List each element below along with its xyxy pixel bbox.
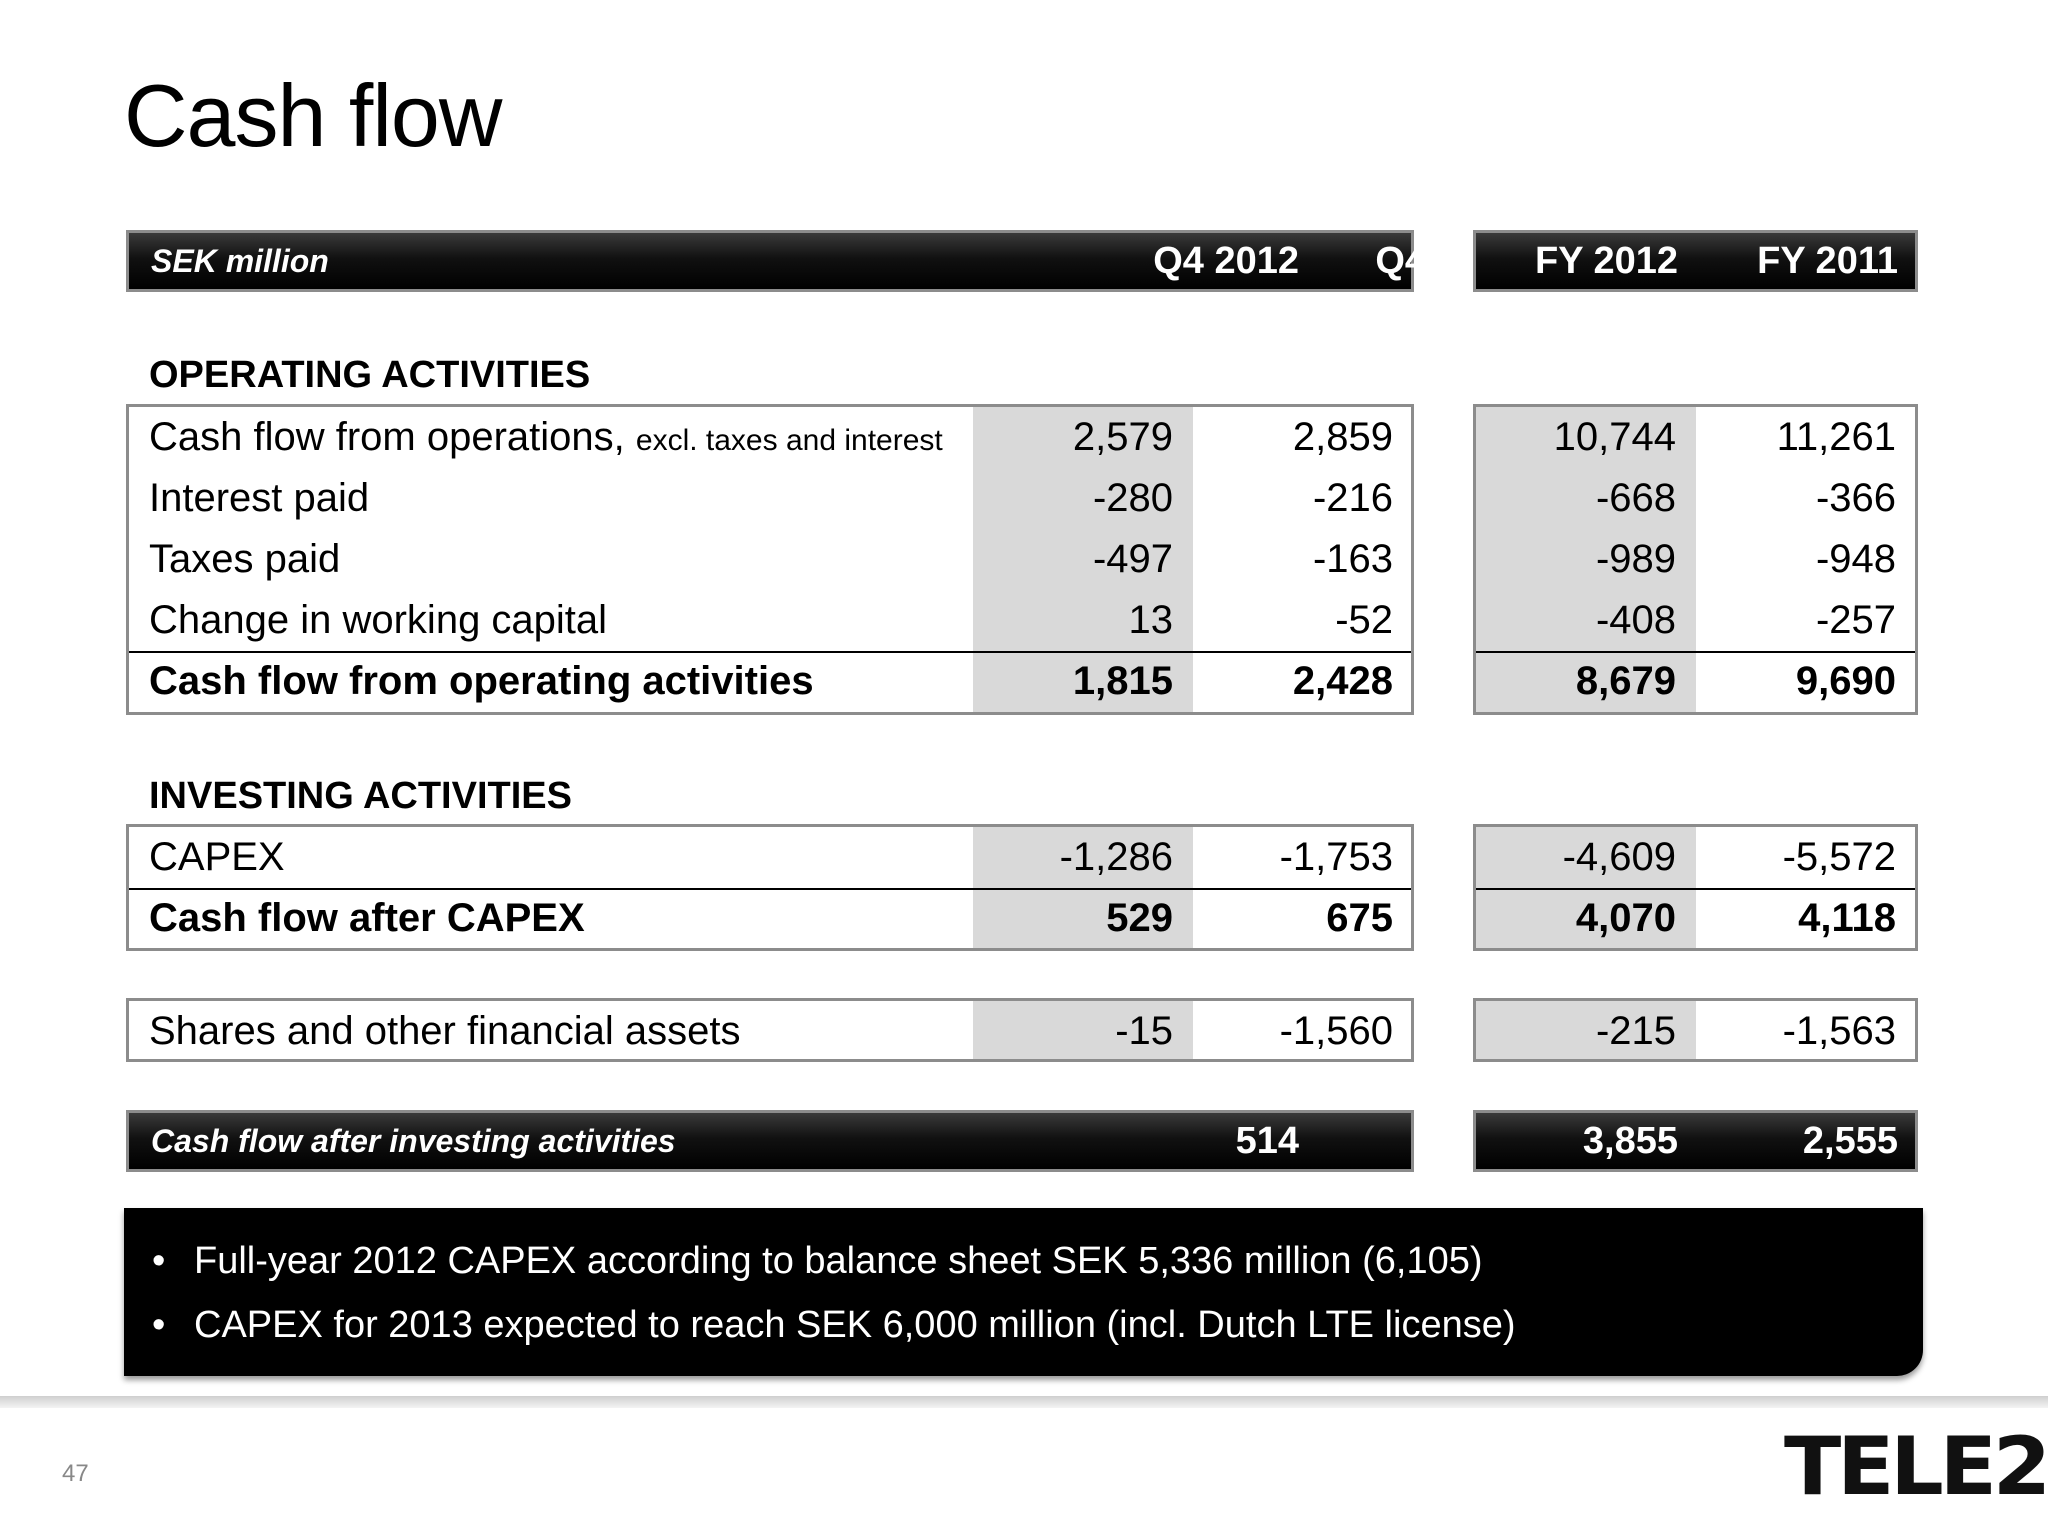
table-row-total: 4,070 4,118 [1476,888,1915,951]
table-row: Shares and other financial assets -15 -1… [129,1001,1411,1062]
cell-value: -52 [1335,598,1393,642]
table-row: -989 -948 [1476,529,1915,590]
table-row: CAPEX -1,286 -1,753 [129,827,1411,888]
row-label: CAPEX [149,835,285,879]
investing-table-fy: -4,609 -5,572 4,070 4,118 [1473,824,1918,951]
tele2-logo: TELE2 [1784,1420,2048,1513]
cell-value: -989 [1595,537,1676,581]
total-label: Cash flow after investing activities [151,1123,676,1159]
table-row-total: Cash flow after CAPEX 529 675 [129,888,1411,951]
cell-value: 4,070 [1575,896,1676,940]
cell-value: -4,609 [1562,835,1676,879]
cell-value: -5,572 [1782,835,1896,879]
unit-label: SEK million [151,243,329,279]
page-title: Cash flow [124,66,502,165]
cell-value: 8,679 [1575,659,1676,703]
cell-value: -885 [1189,1113,1519,1169]
col-header-q4-2012: Q4 2012 [1153,240,1299,282]
table-row: Cash flow from operations, excl. taxes a… [129,407,1411,468]
cell-value: -1,560 [1279,1009,1393,1053]
investing-table-quarters: CAPEX -1,286 -1,753 Cash flow after CAPE… [126,824,1414,951]
table-row-total: Cash flow from operating activities 1,81… [129,651,1411,714]
row-label: Cash flow from operations, excl. taxes a… [149,415,943,459]
row-label: Cash flow from operating activities [149,659,814,703]
table-row: Change in working capital 13 -52 [129,590,1411,651]
row-label: Interest paid [149,476,370,520]
section-heading-operating: OPERATING ACTIVITIES [149,354,591,396]
cell-value: 2,428 [1292,659,1393,703]
total-bar-quarters: Cash flow after investing activities 514… [126,1110,1519,1172]
table-header-fy: FY 2012 FY 2011 [1473,230,1918,292]
cell-value: -408 [1595,598,1676,642]
cell-value: 13 [1128,598,1174,642]
cell-value: 2,859 [1292,415,1393,459]
cell-value: -366 [1815,476,1896,520]
row-label-note: excl. taxes and interest [635,424,943,457]
bullet-icon: • [152,1240,166,1282]
col-header-fy-2011: FY 2011 [1757,240,1898,282]
row-label: Shares and other financial assets [149,1009,741,1053]
col-header-fy-2012: FY 2012 [1535,240,1678,282]
cell-value: -216 [1312,476,1393,520]
table-row: 10,744 11,261 [1476,407,1915,468]
col-header-q4-2011: Q4 2011 [1375,240,1519,282]
table-row: -408 -257 [1476,590,1915,651]
table-row: -4,609 -5,572 [1476,827,1915,888]
page-number: 47 [62,1460,89,1487]
table-row: Taxes paid -497 -163 [129,529,1411,590]
table-header-quarters: SEK million Q4 2012 Q4 2011 [126,230,1519,292]
table-row-total: 8,679 9,690 [1476,651,1915,714]
cell-value: -497 [1092,537,1173,581]
cell-value: 675 [1326,896,1393,940]
cell-value: 1,815 [1072,659,1173,703]
cell-value: -1,286 [1059,835,1173,879]
cell-value: 514 [1235,1120,1299,1162]
notes-box: • Full-year 2012 CAPEX according to balan… [124,1208,1923,1376]
cell-value: 2,579 [1072,415,1173,459]
cell-value: -668 [1595,476,1676,520]
cell-value: 529 [1106,896,1173,940]
total-bar-fy: 3,855 2,555 [1473,1110,1918,1172]
note-item: • Full-year 2012 CAPEX according to balan… [152,1240,1483,1282]
row-label: Change in working capital [149,598,608,642]
cell-value: -257 [1815,598,1896,642]
table-row: Interest paid -280 -216 [129,468,1411,529]
table-row: -215 -1,563 [1476,1001,1915,1062]
cell-value: -215 [1595,1009,1676,1053]
cell-value: 4,118 [1798,896,1896,940]
cell-value: 3,855 [1582,1120,1678,1162]
cell-value: 10,744 [1553,415,1676,459]
section-heading-investing: INVESTING ACTIVITIES [149,775,572,817]
table-row: -668 -366 [1476,468,1915,529]
row-label: Taxes paid [149,537,341,581]
footer-divider [0,1396,2048,1408]
cell-value: 2,555 [1802,1120,1898,1162]
shares-table-quarters: Shares and other financial assets -15 -1… [126,998,1414,1062]
note-item: • CAPEX for 2013 expected to reach SEK 6,… [152,1304,1516,1346]
cell-value: -163 [1312,537,1393,581]
cell-value: 11,261 [1776,415,1896,459]
bullet-icon: • [152,1304,166,1346]
cell-value: 9,690 [1795,659,1896,703]
shares-table-fy: -215 -1,563 [1473,998,1918,1062]
cell-value: -280 [1092,476,1173,520]
cell-value: -1,563 [1782,1009,1896,1053]
cell-value: -948 [1815,537,1896,581]
operating-table-quarters: Cash flow from operations, excl. taxes a… [126,404,1414,715]
cell-value: -1,753 [1279,835,1393,879]
operating-table-fy: 10,744 11,261 -668 -366 -989 -948 -408 -… [1473,404,1918,715]
row-label: Cash flow after CAPEX [149,896,585,940]
cell-value: -15 [1115,1009,1173,1053]
